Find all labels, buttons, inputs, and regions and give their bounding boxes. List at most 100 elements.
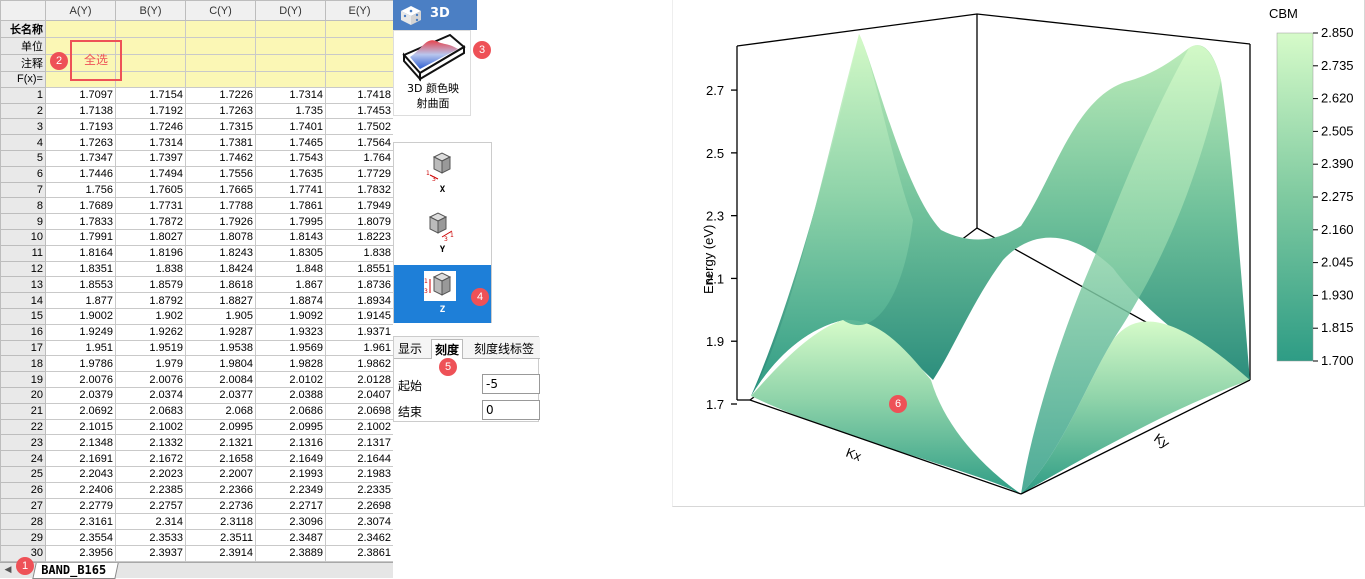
table-cell[interactable]: 1.905 [185, 307, 256, 325]
table-cell[interactable]: 2.1002 [115, 418, 186, 436]
colorbar[interactable]: CBM 2.8502.7352.6202.5052.3902.2752.1602… [1269, 6, 1354, 368]
row-header[interactable]: 3 [0, 118, 46, 136]
table-cell[interactable]: 1.961 [325, 339, 393, 357]
row-header[interactable]: 21 [0, 402, 46, 420]
table-cell[interactable]: 2.0102 [255, 371, 326, 388]
row-header[interactable]: 11 [0, 244, 46, 262]
table-cell[interactable]: 1.8792 [115, 292, 186, 309]
table-cell[interactable]: 2.2717 [255, 497, 326, 515]
table-cell[interactable]: 1.7315 [185, 118, 256, 136]
table-cell[interactable]: 2.3861 [325, 544, 393, 562]
table-cell[interactable]: 1.9262 [115, 323, 186, 341]
row-header[interactable]: 29 [0, 529, 46, 546]
column-header[interactable]: C(Y) [185, 0, 256, 21]
column-header[interactable]: D(Y) [255, 0, 326, 21]
meta-cell[interactable] [325, 20, 393, 38]
table-cell[interactable]: 1.7731 [115, 197, 186, 215]
table-cell[interactable]: 1.7635 [255, 165, 326, 183]
table-cell[interactable]: 1.7833 [45, 213, 116, 230]
table-cell[interactable]: 2.2385 [115, 481, 186, 499]
table-cell[interactable]: 1.7314 [255, 86, 326, 104]
table-cell[interactable]: 1.9569 [255, 339, 326, 357]
table-cell[interactable]: 2.3487 [255, 529, 326, 546]
gallery-3d-header[interactable]: 3D [393, 0, 477, 30]
table-cell[interactable]: 2.1993 [255, 465, 326, 483]
table-cell[interactable]: 2.0995 [255, 418, 326, 436]
table-cell[interactable]: 1.7453 [325, 102, 393, 120]
table-cell[interactable]: 1.7446 [45, 165, 116, 183]
table-cell[interactable]: 1.9371 [325, 323, 393, 341]
table-cell[interactable]: 2.0084 [185, 371, 256, 388]
table-cell[interactable]: 1.8027 [115, 228, 186, 246]
table-cell[interactable]: 1.9092 [255, 307, 326, 325]
table-cell[interactable]: 1.764 [325, 149, 393, 167]
graph-window[interactable]: 1.7 1.9 2.1 2.3 2.5 2.7 Energy (eV) Kx Ky CBM… [672, 0, 1365, 507]
row-header[interactable]: 16 [0, 323, 46, 341]
table-cell[interactable]: 2.0407 [325, 386, 393, 404]
table-cell[interactable]: 1.951 [45, 339, 116, 357]
table-cell[interactable]: 1.7397 [115, 149, 186, 167]
table-cell[interactable]: 1.8424 [185, 260, 256, 278]
z-axis-title[interactable]: Energy (eV) [701, 225, 716, 294]
table-cell[interactable]: 2.3074 [325, 513, 393, 531]
table-cell[interactable]: 1.9786 [45, 355, 116, 373]
row-header[interactable]: 23 [0, 434, 46, 452]
table-cell[interactable]: 1.8827 [185, 292, 256, 309]
table-cell[interactable]: 2.3937 [115, 544, 186, 562]
table-cell[interactable]: 1.7926 [185, 213, 256, 230]
table-cell[interactable]: 1.9249 [45, 323, 116, 341]
row-header[interactable]: 2 [0, 102, 46, 120]
table-cell[interactable]: 2.1015 [45, 418, 116, 436]
column-header[interactable]: A(Y) [45, 0, 116, 21]
table-cell[interactable]: 2.2043 [45, 465, 116, 483]
table-cell[interactable]: 1.7246 [115, 118, 186, 136]
table-cell[interactable]: 1.7314 [115, 134, 186, 151]
table-cell[interactable]: 2.0128 [325, 371, 393, 388]
table-cell[interactable]: 2.0692 [45, 402, 116, 420]
3d-colormap-surface-button[interactable]: 3D 颜色映 射曲面 [393, 30, 471, 116]
table-cell[interactable]: 1.7154 [115, 86, 186, 104]
table-cell[interactable]: 2.3956 [45, 544, 116, 562]
table-cell[interactable]: 2.0379 [45, 386, 116, 404]
table-cell[interactable]: 1.8143 [255, 228, 326, 246]
row-header[interactable]: 4 [0, 134, 46, 151]
table-cell[interactable]: 1.8618 [185, 276, 256, 294]
table-cell[interactable]: 2.3511 [185, 529, 256, 546]
meta-cell[interactable] [255, 20, 326, 38]
x-axis-title[interactable]: Kx [844, 445, 864, 464]
table-cell[interactable]: 1.8553 [45, 276, 116, 294]
table-cell[interactable]: 2.1348 [45, 434, 116, 452]
table-cell[interactable]: 2.3096 [255, 513, 326, 531]
row-header[interactable]: 27 [0, 497, 46, 515]
table-cell[interactable]: 1.7995 [255, 213, 326, 230]
row-header[interactable]: 13 [0, 276, 46, 294]
table-cell[interactable]: 1.7564 [325, 134, 393, 151]
table-cell[interactable]: 1.9828 [255, 355, 326, 373]
row-header[interactable]: 17 [0, 339, 46, 357]
table-cell[interactable]: 1.7465 [255, 134, 326, 151]
table-cell[interactable]: 1.848 [255, 260, 326, 278]
table-cell[interactable]: 2.1321 [185, 434, 256, 452]
table-cell[interactable]: 1.7861 [255, 197, 326, 215]
tab-tick-labels[interactable]: 刻度线标签 [474, 342, 535, 356]
table-cell[interactable]: 1.9145 [325, 307, 393, 325]
sheet-tab-band-b165[interactable]: BAND_B165 [32, 563, 119, 579]
table-cell[interactable]: 2.2757 [115, 497, 186, 515]
table-cell[interactable]: 1.7193 [45, 118, 116, 136]
table-cell[interactable]: 1.7872 [115, 213, 186, 230]
table-cell[interactable]: 1.7226 [185, 86, 256, 104]
table-cell[interactable]: 2.0388 [255, 386, 326, 404]
table-cell[interactable]: 1.8078 [185, 228, 256, 246]
table-cell[interactable]: 1.8551 [325, 260, 393, 278]
table-cell[interactable]: 1.838 [325, 244, 393, 262]
meta-cell[interactable] [255, 54, 326, 72]
table-cell[interactable]: 1.7991 [45, 228, 116, 246]
row-header[interactable]: 9 [0, 213, 46, 230]
worksheet[interactable]: A(Y) B(Y) C(Y) D(Y) E(Y) 长名称 单位 注释 F(x)= [0, 0, 393, 562]
scroll-left-icon[interactable]: ◀ [4, 565, 12, 575]
column-header[interactable]: B(Y) [115, 0, 186, 21]
table-cell[interactable]: 2.2366 [185, 481, 256, 499]
row-header[interactable]: 19 [0, 371, 46, 388]
table-cell[interactable]: 1.7097 [45, 86, 116, 104]
row-header[interactable]: 22 [0, 418, 46, 436]
